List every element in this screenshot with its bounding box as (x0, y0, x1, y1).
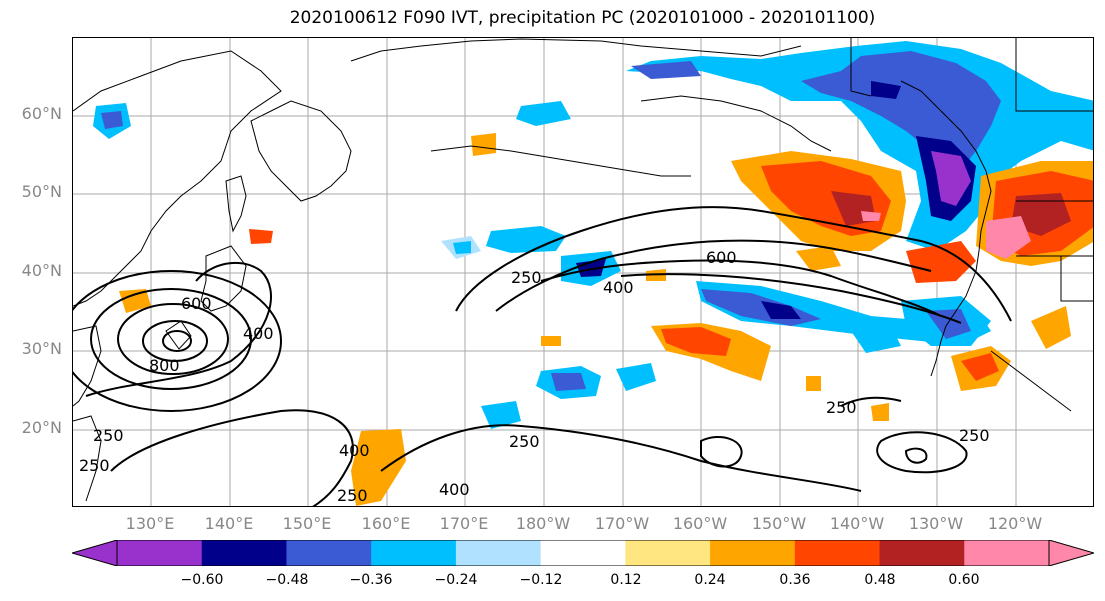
colorbar-tick-label: 0.36 (779, 572, 811, 588)
lon-label-180w: 180°W (515, 514, 571, 533)
lon-label-170w: 170°W (594, 514, 650, 533)
lon-label-140w: 140°W (829, 514, 885, 533)
contour-label: 250 (79, 456, 110, 475)
colorbar-segment (540, 540, 626, 566)
contour-label: 250 (337, 486, 368, 505)
contour-label: 600 (706, 248, 737, 267)
colorbar-tick-label: −0.60 (180, 572, 224, 588)
lat-label-40n: 40°N (21, 261, 62, 280)
colorbar (72, 540, 1094, 566)
contour-label: 400 (439, 480, 470, 499)
lon-label-130w: 130°W (908, 514, 964, 533)
lat-label-20n: 20°N (21, 418, 62, 437)
colorbar-segment (455, 540, 542, 566)
lon-label-150w: 150°W (751, 514, 807, 533)
lon-label-120w: 120°W (987, 514, 1043, 533)
colorbar-segment (201, 540, 287, 566)
contour-label: 800 (149, 356, 180, 375)
contour-label: 250 (959, 426, 990, 445)
lon-label-150e: 150°E (282, 514, 332, 533)
lat-label-60n: 60°N (21, 104, 62, 123)
contour-label: 400 (603, 278, 634, 297)
colorbar-segment (286, 540, 372, 566)
contour-label: 600 (181, 294, 212, 313)
colorbar-segment (794, 540, 881, 566)
contour-label: 250 (826, 398, 857, 417)
positive-pc-shading (119, 133, 1093, 506)
colorbar-tick-label: −0.12 (519, 572, 563, 588)
map-panel: 600 400 800 250 250 400 600 250 400 250 … (72, 37, 1094, 507)
contour-label: 400 (243, 324, 274, 343)
colorbar-segment (964, 540, 1050, 566)
map-title: 2020100612 F090 IVT, precipitation PC (2… (289, 8, 876, 28)
negative-pc-shading (93, 41, 1093, 429)
lon-label-130e: 130°E (125, 514, 175, 533)
contour-label: 400 (339, 441, 370, 460)
lat-label-50n: 50°N (21, 182, 62, 201)
colorbar-segment (117, 540, 203, 566)
ivt-contour-labels: 600 400 800 250 250 400 600 250 400 250 … (79, 248, 990, 505)
contour-label: 250 (509, 432, 540, 451)
coastlines (73, 38, 1093, 502)
map-canvas: 600 400 800 250 250 400 600 250 400 250 … (73, 38, 1093, 506)
colorbar-tick-label: 0.60 (948, 572, 980, 588)
colorbar-segment (371, 540, 457, 566)
colorbar-tick-label: 0.12 (610, 572, 642, 588)
colorbar-tick-label: −0.36 (349, 572, 393, 588)
colorbar-segment (625, 540, 711, 566)
ivt-contours (73, 206, 1012, 506)
colorbar-segment (710, 540, 796, 566)
lon-label-160w: 160°W (672, 514, 728, 533)
colorbar-tick-label: 0.24 (694, 572, 726, 588)
lat-label-30n: 30°N (21, 339, 62, 358)
contour-label: 250 (93, 426, 124, 445)
colorbar-segment (879, 540, 965, 566)
lon-label-160e: 160°E (361, 514, 411, 533)
lon-label-170e: 170°E (439, 514, 489, 533)
colorbar-tick-label: −0.24 (434, 572, 478, 588)
colorbar-tick-label: 0.48 (864, 572, 896, 588)
contour-label: 250 (511, 268, 542, 287)
colorbar-tick-label: −0.48 (265, 572, 309, 588)
lon-label-140e: 140°E (204, 514, 254, 533)
